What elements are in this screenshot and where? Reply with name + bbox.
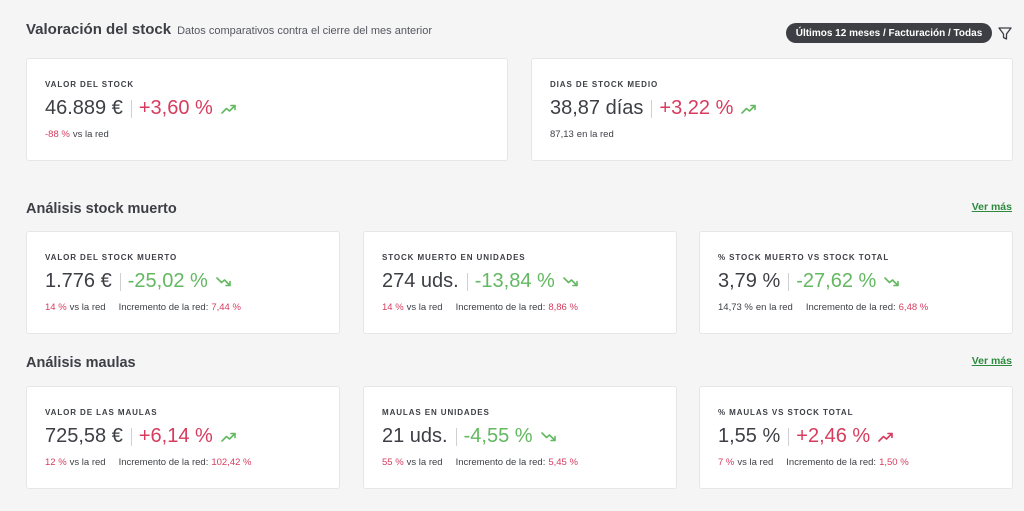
trend-up-icon <box>221 432 236 442</box>
divider <box>651 99 653 118</box>
divider <box>130 427 132 446</box>
ver-mas-maulas-link[interactable]: Ver más <box>971 355 1012 367</box>
divider <box>788 272 790 291</box>
network-value: 55 % <box>382 457 404 468</box>
card-value: 38,87 días <box>550 97 644 119</box>
card-label: % MAULAS VS STOCK TOTAL <box>718 408 854 417</box>
network-value: -88 % <box>45 129 70 140</box>
network-text: en la red <box>576 129 614 140</box>
ver-mas-stock-muerto-link[interactable]: Ver más <box>971 201 1012 213</box>
card-change: +2,46 % <box>796 425 871 447</box>
divider <box>130 99 132 118</box>
network-text: en la red <box>755 302 793 313</box>
section-title-stock-muerto: Análisis stock muerto <box>26 201 177 217</box>
card-stock-muerto-unidades: STOCK MUERTO EN UNIDADES 274 uds. -13,84… <box>363 231 677 334</box>
card-change: +6,14 % <box>138 425 213 447</box>
trend-up-icon <box>741 104 757 114</box>
page-title-text: Valoración del stock <box>26 21 172 38</box>
network-text: vs la red <box>737 457 774 468</box>
card-change: -27,62 % <box>796 270 877 292</box>
increment-label: Incremento de la red: <box>118 457 209 468</box>
card-change: +3,60 % <box>138 97 213 119</box>
increment-label: Incremento de la red: <box>786 457 877 468</box>
card-label: % STOCK MUERTO VS STOCK TOTAL <box>718 253 890 262</box>
card-label: MAULAS EN UNIDADES <box>382 408 490 417</box>
network-text: vs la red <box>69 302 106 313</box>
increment-value: 6,48 % <box>898 302 929 313</box>
increment-value: 1,50 % <box>879 457 909 468</box>
filter-icon[interactable] <box>997 25 1013 41</box>
card-label: VALOR DE LAS MAULAS <box>45 408 158 417</box>
card-change: -25,02 % <box>127 270 208 292</box>
divider <box>455 427 457 446</box>
network-value: 7 % <box>718 457 735 468</box>
network-value: 14 % <box>45 302 67 313</box>
divider <box>119 272 121 291</box>
card-value: 21 uds. <box>382 425 448 447</box>
card-value: 725,58 € <box>45 425 123 447</box>
card-label: STOCK MUERTO EN UNIDADES <box>382 253 526 262</box>
network-text: vs la red <box>406 302 443 313</box>
trend-down-icon <box>884 276 900 286</box>
divider <box>466 272 468 291</box>
increment-label: Incremento de la red: <box>118 302 209 313</box>
trend-up-icon <box>221 104 236 114</box>
increment-label: Incremento de la red: <box>455 457 546 468</box>
card-valor-stock: VALOR DEL STOCK 46.889 € +3,60 % -88 % vs… <box>26 58 508 161</box>
increment-value: 8,86 % <box>548 302 578 313</box>
network-text: vs la red <box>69 457 106 468</box>
page-subtitle: Datos comparativos contra el cierre del … <box>177 25 433 37</box>
card-value: 274 uds. <box>382 270 459 292</box>
card-change: +3,22 % <box>659 97 734 119</box>
card-value: 1,55 % <box>718 425 781 447</box>
card-label: VALOR DEL STOCK MUERTO <box>45 253 178 262</box>
network-text: vs la red <box>72 129 109 140</box>
trend-down-icon <box>215 276 231 286</box>
card-change: -4,55 % <box>463 425 533 447</box>
increment-value: 7,44 % <box>211 302 241 313</box>
card-label: DIAS DE STOCK MEDIO <box>550 80 659 89</box>
increment-label: Incremento de la red: <box>455 302 546 313</box>
trend-up-icon <box>878 432 894 442</box>
card-maulas-unidades: MAULAS EN UNIDADES 21 uds. -4,55 % 55 % v… <box>363 386 677 489</box>
card-dias-stock: DIAS DE STOCK MEDIO 38,87 días +3,22 % 8… <box>531 58 1013 161</box>
trend-down-icon <box>540 431 556 441</box>
network-value: 14,73 % <box>718 302 753 313</box>
section-title-maulas: Análisis maulas <box>26 355 136 371</box>
increment-value: 102,42 % <box>211 457 252 468</box>
card-pct-stock-muerto: % STOCK MUERTO VS STOCK TOTAL 3,79 % -27… <box>699 231 1013 334</box>
network-text: vs la red <box>406 457 443 468</box>
card-valor-maulas: VALOR DE LAS MAULAS 725,58 € +6,14 % 12 … <box>26 386 340 489</box>
card-value: 1.776 € <box>45 270 112 292</box>
card-valor-stock-muerto: VALOR DEL STOCK MUERTO 1.776 € -25,02 % … <box>26 231 340 334</box>
network-value: 12 % <box>45 457 67 468</box>
network-value: 87,13 <box>550 129 574 140</box>
divider <box>788 427 790 446</box>
page-title: Valoración del stock Datos comparativos c… <box>26 21 432 38</box>
period-filter-pill[interactable]: Últimos 12 meses / Facturación / Todas <box>786 23 992 43</box>
card-pct-maulas: % MAULAS VS STOCK TOTAL 1,55 % +2,46 % 7… <box>699 386 1013 489</box>
card-change: -13,84 % <box>474 270 555 292</box>
network-value: 14 % <box>382 302 404 313</box>
card-value: 46.889 € <box>45 97 123 119</box>
card-value: 3,79 % <box>718 270 781 292</box>
trend-down-icon <box>562 276 578 286</box>
increment-value: 5,45 % <box>548 457 578 468</box>
card-label: VALOR DEL STOCK <box>45 80 135 89</box>
increment-label: Incremento de la red: <box>805 302 896 313</box>
